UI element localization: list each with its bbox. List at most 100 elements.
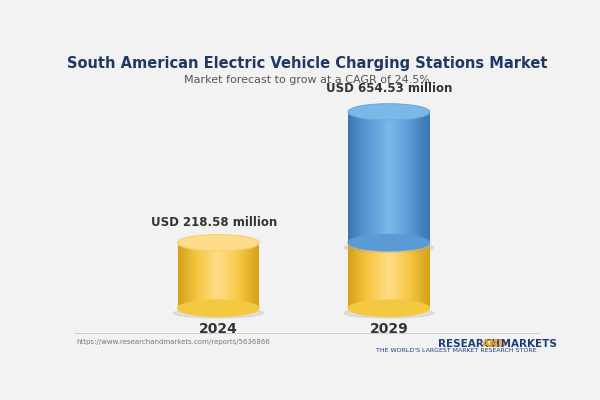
Bar bbox=[194, 243, 196, 308]
Bar bbox=[361, 112, 362, 243]
Bar bbox=[395, 112, 397, 243]
Bar bbox=[204, 243, 206, 308]
Bar bbox=[180, 243, 182, 308]
Bar bbox=[397, 112, 399, 243]
Bar bbox=[255, 243, 257, 308]
Bar bbox=[368, 112, 371, 243]
Bar bbox=[374, 243, 377, 308]
Bar bbox=[391, 243, 393, 308]
Bar bbox=[383, 243, 385, 308]
Bar bbox=[415, 112, 418, 243]
Text: USD 654.53 million: USD 654.53 million bbox=[326, 82, 452, 95]
Bar bbox=[206, 243, 208, 308]
Bar bbox=[399, 112, 401, 243]
Ellipse shape bbox=[348, 300, 430, 316]
Bar bbox=[178, 243, 180, 308]
Bar bbox=[379, 243, 381, 308]
Bar bbox=[184, 243, 186, 308]
Bar bbox=[249, 243, 251, 308]
Text: 2029: 2029 bbox=[370, 322, 408, 336]
Bar bbox=[217, 243, 218, 308]
Text: Market forecast to grow at a CAGR of 24.5%: Market forecast to grow at a CAGR of 24.… bbox=[185, 75, 431, 85]
Ellipse shape bbox=[348, 235, 430, 251]
Bar bbox=[393, 243, 395, 308]
Bar bbox=[381, 112, 383, 243]
Bar bbox=[424, 112, 425, 243]
Bar bbox=[233, 243, 235, 308]
Bar bbox=[354, 243, 356, 308]
Bar bbox=[356, 243, 358, 308]
Bar bbox=[202, 243, 204, 308]
Bar bbox=[235, 243, 236, 308]
Bar bbox=[247, 243, 249, 308]
Bar bbox=[350, 112, 352, 243]
Bar bbox=[377, 112, 379, 243]
Bar bbox=[358, 243, 361, 308]
Bar bbox=[419, 112, 421, 243]
Bar bbox=[403, 112, 405, 243]
Bar bbox=[373, 112, 374, 243]
Bar bbox=[411, 243, 413, 308]
Bar bbox=[411, 112, 413, 243]
Bar bbox=[428, 243, 430, 308]
Bar bbox=[352, 243, 354, 308]
Bar bbox=[401, 112, 403, 243]
Bar bbox=[224, 243, 227, 308]
Bar bbox=[208, 243, 210, 308]
Bar bbox=[348, 243, 350, 308]
Bar bbox=[198, 243, 200, 308]
Bar bbox=[192, 243, 194, 308]
Bar bbox=[389, 112, 391, 243]
Bar bbox=[418, 243, 419, 308]
Bar bbox=[421, 243, 424, 308]
Text: MARKETS: MARKETS bbox=[497, 339, 557, 349]
Bar bbox=[374, 112, 377, 243]
Bar bbox=[358, 112, 361, 243]
Bar bbox=[407, 243, 409, 308]
Bar bbox=[405, 112, 407, 243]
Bar bbox=[182, 243, 184, 308]
Bar bbox=[367, 243, 368, 308]
Bar bbox=[425, 243, 428, 308]
Bar bbox=[223, 243, 224, 308]
Bar bbox=[387, 243, 389, 308]
Bar bbox=[389, 243, 391, 308]
Ellipse shape bbox=[178, 300, 259, 316]
Bar bbox=[367, 112, 368, 243]
Bar bbox=[377, 243, 379, 308]
Bar bbox=[227, 243, 229, 308]
Bar bbox=[220, 243, 223, 308]
Bar bbox=[379, 112, 381, 243]
Bar bbox=[243, 243, 245, 308]
Ellipse shape bbox=[348, 235, 430, 251]
Bar bbox=[364, 243, 367, 308]
Bar bbox=[371, 112, 373, 243]
Bar bbox=[245, 243, 247, 308]
Bar bbox=[419, 243, 421, 308]
Bar bbox=[393, 112, 395, 243]
Bar bbox=[230, 243, 233, 308]
Bar bbox=[356, 112, 358, 243]
Bar bbox=[373, 243, 374, 308]
Text: 2024: 2024 bbox=[199, 322, 238, 336]
Bar bbox=[229, 243, 230, 308]
Bar bbox=[196, 243, 198, 308]
Bar bbox=[200, 243, 202, 308]
Bar bbox=[212, 243, 214, 308]
Bar bbox=[385, 243, 387, 308]
Bar bbox=[352, 112, 354, 243]
Bar bbox=[401, 243, 403, 308]
Bar bbox=[354, 112, 356, 243]
Bar bbox=[371, 243, 373, 308]
Ellipse shape bbox=[348, 104, 430, 120]
Bar bbox=[241, 243, 243, 308]
Bar bbox=[218, 243, 220, 308]
Bar bbox=[190, 243, 192, 308]
Bar bbox=[186, 243, 188, 308]
Text: THE WORLD'S LARGEST MARKET RESEARCH STORE: THE WORLD'S LARGEST MARKET RESEARCH STOR… bbox=[376, 348, 536, 353]
Bar bbox=[362, 243, 364, 308]
Bar bbox=[251, 243, 253, 308]
Bar bbox=[361, 243, 362, 308]
Bar bbox=[428, 112, 430, 243]
Bar bbox=[364, 112, 367, 243]
